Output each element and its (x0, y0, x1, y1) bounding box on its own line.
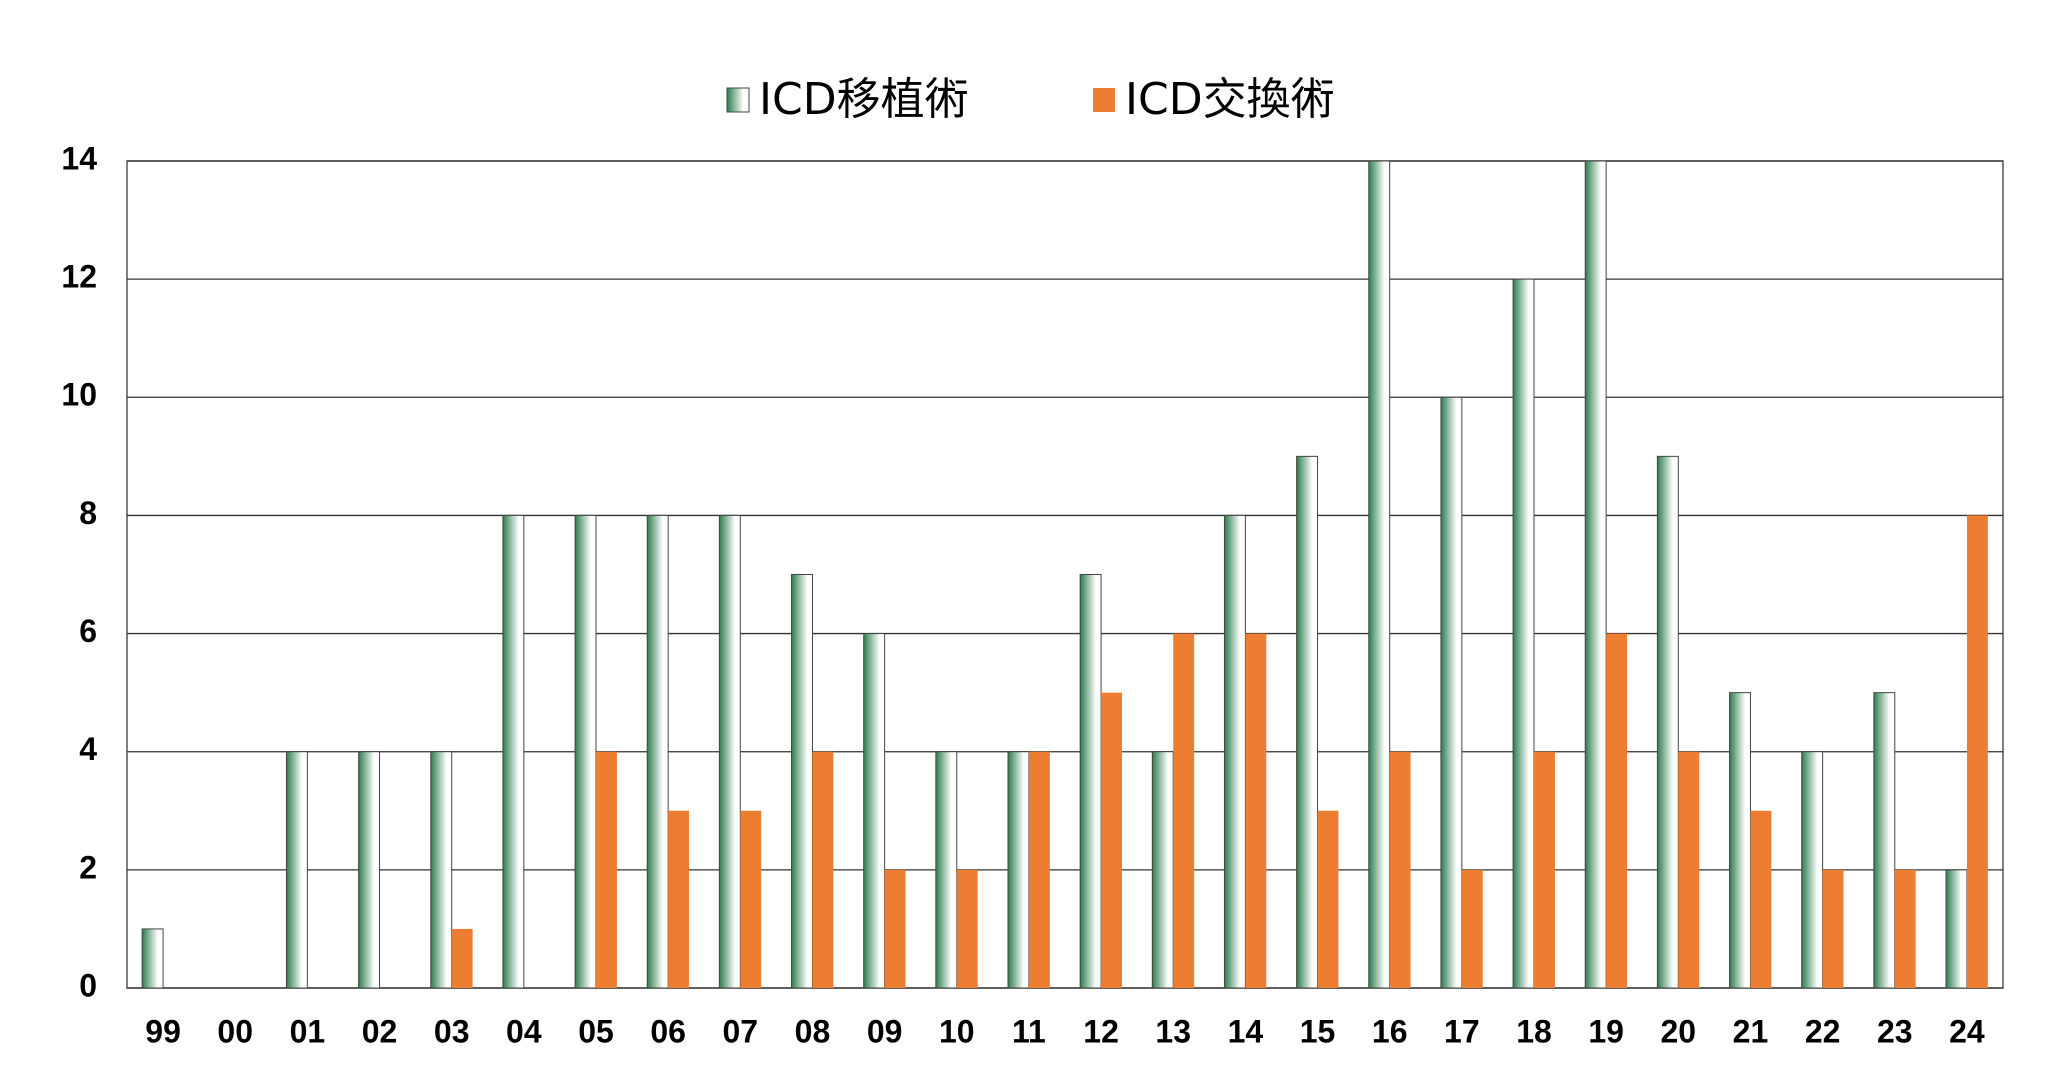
bar (1945, 869, 1968, 989)
bar (863, 633, 886, 989)
bar (1801, 751, 1824, 989)
bar (791, 574, 813, 989)
bar (596, 751, 617, 988)
x-tick-label: 18 (1516, 1013, 1552, 1049)
bar (451, 928, 473, 988)
bar (1007, 751, 1030, 989)
bar (1296, 455, 1319, 989)
bar (668, 810, 690, 988)
x-tick-label: 14 (1228, 1013, 1264, 1049)
x-tick-label: 19 (1588, 1013, 1624, 1049)
bar (430, 751, 453, 989)
bar (1606, 633, 1628, 988)
bar (812, 751, 834, 988)
bar (718, 514, 741, 989)
bar (1317, 810, 1339, 988)
y-tick-label: 2 (79, 849, 97, 885)
x-tick-label: 99 (145, 1013, 181, 1049)
plot-area (126, 160, 2004, 989)
bar (1389, 751, 1411, 988)
x-tick-label: 10 (939, 1013, 975, 1049)
bar (1151, 751, 1174, 989)
bar (740, 810, 762, 988)
x-tick-label: 06 (650, 1013, 686, 1049)
x-tick-label: 22 (1805, 1013, 1841, 1049)
y-tick-label: 14 (61, 140, 97, 176)
bar (1822, 869, 1844, 988)
x-tick-label: 05 (578, 1013, 614, 1049)
bar (1223, 514, 1246, 989)
x-tick-label: 16 (1372, 1013, 1408, 1049)
bar (1461, 869, 1483, 988)
bar (1894, 869, 1916, 988)
bar (1079, 574, 1102, 989)
y-tick-label: 10 (61, 377, 97, 413)
bar (574, 514, 597, 989)
bar (1656, 455, 1679, 989)
y-tick-label: 0 (79, 967, 97, 1003)
bar (1173, 633, 1195, 988)
bar (1678, 751, 1700, 988)
x-tick-label: 03 (434, 1013, 470, 1049)
y-tick-label: 4 (79, 731, 97, 767)
bar (358, 751, 381, 989)
bar (1966, 515, 1988, 988)
bar (1368, 160, 1391, 989)
bar (1584, 160, 1607, 989)
x-tick-label: 15 (1300, 1013, 1336, 1049)
bar (1245, 633, 1267, 988)
legend-label: ICD移植術 (759, 74, 969, 125)
bar (935, 751, 958, 989)
x-tick-label: 07 (723, 1013, 759, 1049)
x-tick-label: 20 (1661, 1013, 1697, 1049)
legend-label: ICD交換術 (1125, 74, 1335, 125)
bar (141, 928, 164, 989)
bar (1101, 692, 1123, 988)
x-tick-label: 09 (867, 1013, 903, 1049)
legend-swatch (726, 87, 750, 113)
x-tick-label: 00 (217, 1013, 253, 1049)
bar (1512, 278, 1535, 989)
bar (884, 869, 906, 988)
bar (1028, 751, 1050, 988)
x-tick-label: 02 (362, 1013, 398, 1049)
bar (1873, 692, 1896, 989)
x-tick-label: 08 (795, 1013, 831, 1049)
x-tick-label: 24 (1949, 1013, 1985, 1049)
bar (646, 514, 669, 989)
bar (1750, 810, 1772, 988)
x-tick-label: 12 (1083, 1013, 1119, 1049)
bar (956, 869, 978, 988)
x-tick-label: 13 (1155, 1013, 1191, 1049)
x-tick-label: 21 (1733, 1013, 1769, 1049)
x-tick-label: 11 (1012, 1013, 1046, 1049)
x-tick-label: 23 (1877, 1013, 1913, 1049)
legend-swatch (1093, 88, 1115, 112)
bar (1729, 692, 1751, 989)
y-tick-label: 6 (79, 613, 97, 649)
y-tick-label: 8 (79, 495, 97, 531)
bar (285, 751, 308, 989)
bar (502, 514, 525, 989)
bar (1534, 751, 1555, 988)
x-tick-label: 04 (506, 1013, 542, 1049)
x-tick-label: 17 (1444, 1013, 1480, 1049)
bar (1440, 396, 1463, 989)
x-tick-label: 01 (290, 1013, 326, 1049)
y-tick-label: 12 (61, 259, 97, 295)
